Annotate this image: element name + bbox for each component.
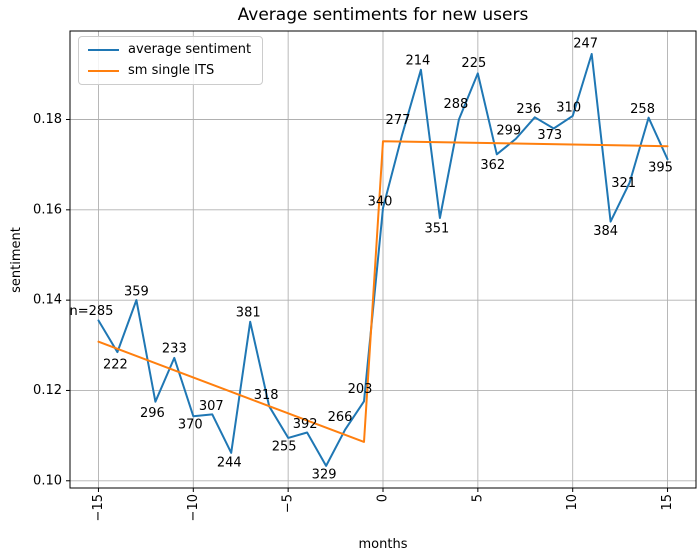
series-line-sm-single-its bbox=[97, 140, 669, 443]
point-annotation: 370 bbox=[178, 418, 203, 433]
point-annotation: 329 bbox=[312, 467, 337, 482]
point-annotation: 310 bbox=[556, 100, 581, 115]
point-annotation: 296 bbox=[140, 406, 165, 421]
y-tick-label: 0.18 bbox=[33, 112, 62, 127]
point-annotation: 395 bbox=[648, 161, 673, 176]
point-annotation: 318 bbox=[254, 388, 279, 403]
legend-entry-sm-single-its: sm single ITS bbox=[88, 63, 251, 78]
x-tick-label: −15 bbox=[91, 494, 106, 521]
y-tick-label: 0.10 bbox=[33, 473, 62, 488]
series-line-average-sentiment bbox=[97, 53, 669, 467]
point-annotation: 384 bbox=[593, 224, 618, 239]
legend-line-sample-sm-single-its bbox=[88, 69, 119, 72]
point-annotation: 277 bbox=[386, 113, 411, 128]
point-annotation: 321 bbox=[611, 176, 636, 191]
y-tick-label: 0.14 bbox=[33, 293, 62, 308]
point-annotation: 236 bbox=[516, 102, 541, 117]
point-annotation: 362 bbox=[480, 158, 505, 173]
point-annotation: 340 bbox=[368, 195, 393, 210]
x-tick-label: 0 bbox=[376, 494, 391, 502]
legend-label-sm-single-its: sm single ITS bbox=[128, 63, 215, 78]
point-annotation: 381 bbox=[236, 305, 261, 320]
point-annotation: 359 bbox=[124, 285, 149, 300]
x-tick-label: 10 bbox=[565, 494, 580, 511]
point-annotation: 222 bbox=[103, 358, 128, 373]
y-axis-label: sentiment bbox=[9, 227, 24, 293]
point-annotation: 351 bbox=[424, 221, 449, 236]
point-annotation: 244 bbox=[217, 455, 242, 470]
legend-entry-average-sentiment: average sentiment bbox=[88, 42, 251, 57]
point-annotation: 266 bbox=[328, 410, 353, 425]
point-annotation: 255 bbox=[272, 439, 297, 454]
x-tick-label: −5 bbox=[281, 494, 296, 513]
y-tick-label: 0.16 bbox=[33, 202, 62, 217]
x-axis-label: months bbox=[358, 537, 408, 552]
y-tick-label: 0.12 bbox=[33, 383, 62, 398]
point-annotation: 288 bbox=[443, 97, 468, 112]
point-annotation: 247 bbox=[573, 37, 598, 52]
legend: average sentiment sm single ITS bbox=[78, 36, 264, 85]
legend-line-sample-average-sentiment bbox=[88, 48, 119, 51]
point-annotation: 203 bbox=[348, 382, 373, 397]
point-annotation: n=285 bbox=[69, 304, 113, 319]
point-annotation: 214 bbox=[406, 53, 431, 68]
point-annotation: 233 bbox=[162, 341, 187, 356]
point-annotation: 299 bbox=[496, 123, 521, 138]
point-annotation: 225 bbox=[461, 56, 486, 71]
point-annotation: 373 bbox=[537, 128, 562, 143]
x-tick-label: −10 bbox=[186, 494, 201, 521]
point-annotation: 392 bbox=[293, 417, 318, 432]
point-annotation: 307 bbox=[199, 399, 224, 414]
x-tick-label: 15 bbox=[660, 494, 675, 511]
legend-label-average-sentiment: average sentiment bbox=[128, 42, 252, 57]
chart-title: Average sentiments for new users bbox=[237, 5, 529, 25]
x-tick-label: 5 bbox=[470, 494, 485, 502]
point-annotation: 258 bbox=[630, 102, 655, 117]
